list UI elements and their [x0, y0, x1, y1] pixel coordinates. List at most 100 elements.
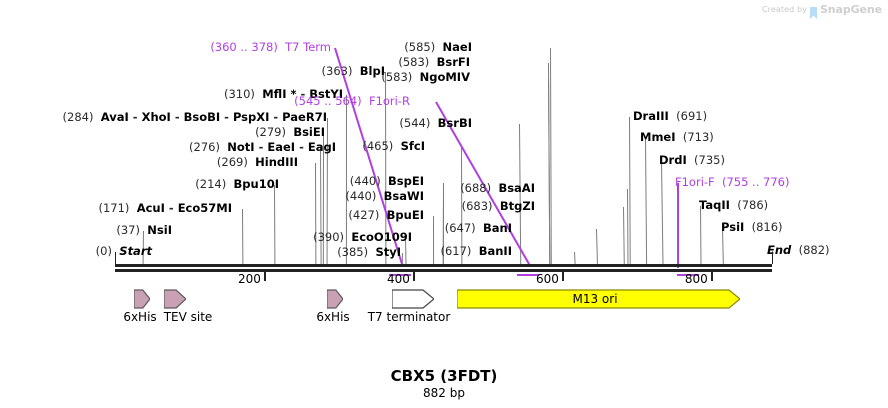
feature-foot-f1ori-f — [677, 274, 699, 276]
site-position: (786) — [737, 198, 769, 212]
feature-foot-t7-term — [389, 274, 411, 276]
site-name: BstYI — [309, 87, 343, 101]
restriction-site-label: (465) SfcI — [362, 140, 425, 153]
site-name: EaeI — [267, 140, 296, 154]
site-name: XhoI — [141, 110, 171, 124]
restriction-site-label: (284) AvaI - XhoI - BsoBI - PspXI - PaeR… — [62, 110, 327, 124]
site-name: BsoBI — [183, 110, 221, 124]
site-name: AvaI — [100, 110, 129, 124]
feature-arrow-label: T7 terminator — [367, 310, 451, 324]
site-name: AcuI — [136, 201, 165, 215]
restriction-site-label: (0) Start — [96, 245, 152, 258]
site-name: StyI — [375, 245, 401, 259]
site-name: MmeI — [640, 130, 676, 144]
site-name: Bpu10I — [233, 177, 279, 191]
restriction-site-label: MmeI (713) — [640, 131, 714, 144]
restriction-site-label: (427) BpuEI — [348, 209, 424, 222]
restriction-site-label: (583) BsrFI — [398, 56, 470, 69]
site-name: Start — [119, 244, 152, 258]
feature-arrow[interactable] — [391, 288, 435, 310]
restriction-site-label: (214) Bpu10I — [195, 178, 279, 191]
feature-arrow[interactable] — [456, 288, 741, 310]
site-name: BanI — [483, 221, 512, 235]
watermark-brand-label: SnapGene — [819, 3, 882, 16]
site-position: (585) — [404, 40, 436, 54]
site-leader-line — [320, 147, 322, 265]
watermark-created-by-label: Created by — [761, 5, 807, 14]
restriction-site-label: (269) HindIII — [217, 156, 298, 169]
site-leader-line — [596, 228, 598, 265]
annotated-feature-label: (545 .. 564) F1ori-R — [294, 95, 410, 108]
sequence-line-top — [115, 264, 772, 267]
site-position: (390) — [313, 230, 345, 244]
restriction-site-label: (544) BsrBI — [399, 117, 472, 130]
site-position: (37) — [116, 223, 140, 237]
site-name: PsiI — [721, 220, 745, 234]
site-position: (279) — [255, 125, 286, 139]
site-name: TaqII — [699, 198, 730, 212]
site-name: SfcI — [400, 139, 425, 153]
site-name: PaeR7I — [282, 110, 327, 124]
site-position: (544) — [399, 116, 431, 130]
site-leader-line — [629, 116, 631, 265]
restriction-site-label: (385) StyI — [337, 246, 401, 259]
feature-name: F1ori-F — [675, 175, 715, 189]
feature-foot-f1ori-r — [517, 274, 539, 276]
restriction-site-label: DrdI (735) — [659, 154, 725, 167]
sequence-end-cap — [772, 252, 773, 264]
feature-range: (360 .. 378) — [210, 40, 278, 54]
ruler-tick — [710, 272, 713, 281]
site-name: BsrBI — [437, 116, 472, 130]
feature-arrow[interactable] — [163, 288, 187, 310]
site-position: (882) — [798, 243, 830, 257]
site-leader-line — [315, 162, 317, 265]
feature-range: (755 .. 776) — [721, 175, 790, 189]
site-name: EcoO109I — [351, 230, 412, 244]
site-position: (617) — [440, 244, 472, 258]
site-position: (440) — [349, 174, 381, 188]
site-leader-line — [623, 206, 625, 265]
ruler-tick — [561, 272, 564, 281]
site-position: (214) — [195, 177, 227, 191]
restriction-site-label: (583) NgoMIV — [381, 71, 470, 84]
site-position: (269) — [216, 155, 248, 169]
annotated-feature-label: (360 .. 378) T7 Term — [210, 41, 331, 54]
restriction-site-label: (37) NsiI — [116, 224, 172, 237]
page-title: CBX5 (3FDT) — [390, 367, 498, 385]
site-position: (735) — [694, 153, 725, 167]
restriction-site-label: TaqII (786) — [699, 199, 768, 212]
restriction-site-label: (363) BlpI — [322, 65, 385, 78]
site-position: (683) — [461, 199, 493, 213]
restriction-site-label: (276) NotI - EaeI - EagI — [189, 140, 336, 154]
feature-range: (545 .. 564) — [294, 94, 362, 108]
feature-name: F1ori-R — [368, 94, 410, 108]
site-name: Eco57MI — [177, 201, 232, 215]
restriction-site-label: PsiI (816) — [721, 221, 783, 234]
site-name: End — [767, 243, 792, 257]
site-position: (816) — [751, 220, 783, 234]
snapgene-watermark: Created by SnapGene — [761, 3, 882, 19]
restriction-site-label: (310) MflI * - BstYI — [223, 87, 343, 101]
site-name: BsrFI — [436, 55, 470, 69]
site-name: NgoMIV — [419, 70, 470, 84]
site-name: BlpI — [359, 64, 385, 78]
restriction-site-label: (440) BspEI — [350, 175, 424, 188]
ruler-tick-label: 200 — [237, 272, 261, 286]
site-leader-line — [700, 205, 702, 265]
page-subtitle: 882 bp — [423, 386, 465, 400]
site-name: NotI — [227, 140, 255, 154]
site-leader-line — [627, 188, 629, 265]
site-position: (691) — [676, 109, 708, 123]
site-name: MflI * — [262, 87, 297, 101]
restriction-site-label: DraIII (691) — [633, 110, 707, 123]
site-name: EagI — [307, 140, 336, 154]
feature-name: T7 Term — [285, 40, 331, 54]
site-position: (385) — [337, 245, 369, 259]
feature-arrow[interactable] — [326, 288, 344, 310]
feature-arrow[interactable] — [133, 288, 151, 310]
feature-arrow-label: TEV site — [163, 310, 213, 324]
sequence-start-cap — [115, 252, 116, 264]
site-position: (0) — [95, 244, 112, 258]
site-leader-line — [574, 251, 576, 265]
